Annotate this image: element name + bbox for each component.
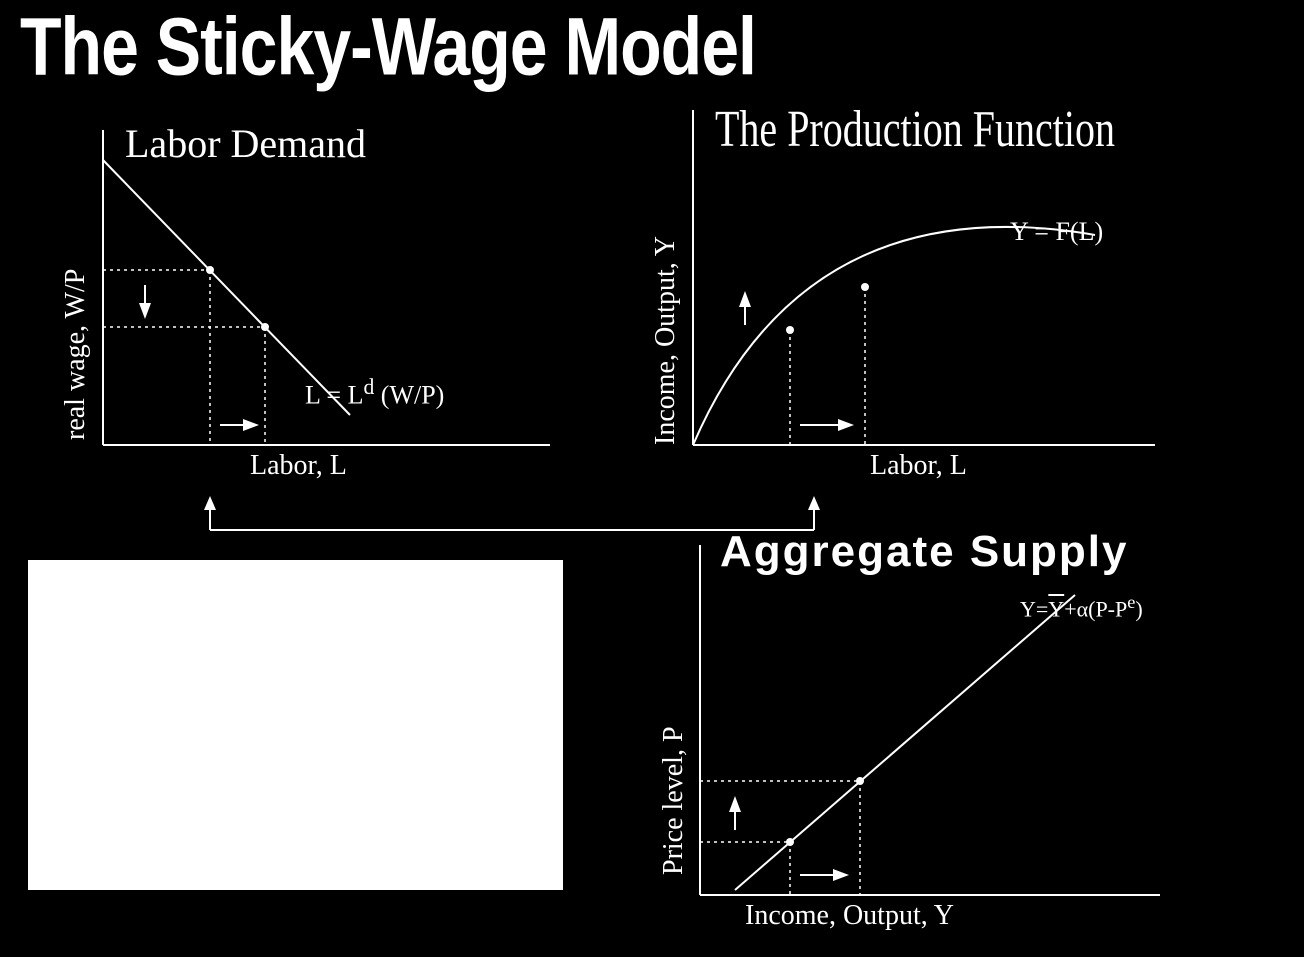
panel-c-eqlabel: Y=Y+α(P-Pe) bbox=[1020, 592, 1143, 622]
connector-line bbox=[0, 0, 1304, 600]
panel-aggregate-supply: Aggregate Supply Price level, P Income, … bbox=[600, 530, 1300, 950]
aggregate-supply-chart bbox=[600, 530, 1300, 950]
panel-c-ylabel: Price level, P bbox=[658, 615, 690, 875]
blank-text-box bbox=[28, 560, 563, 890]
panel-c-title: Aggregate Supply bbox=[720, 527, 1129, 577]
panel-c-xlabel: Income, Output, Y bbox=[745, 900, 954, 932]
